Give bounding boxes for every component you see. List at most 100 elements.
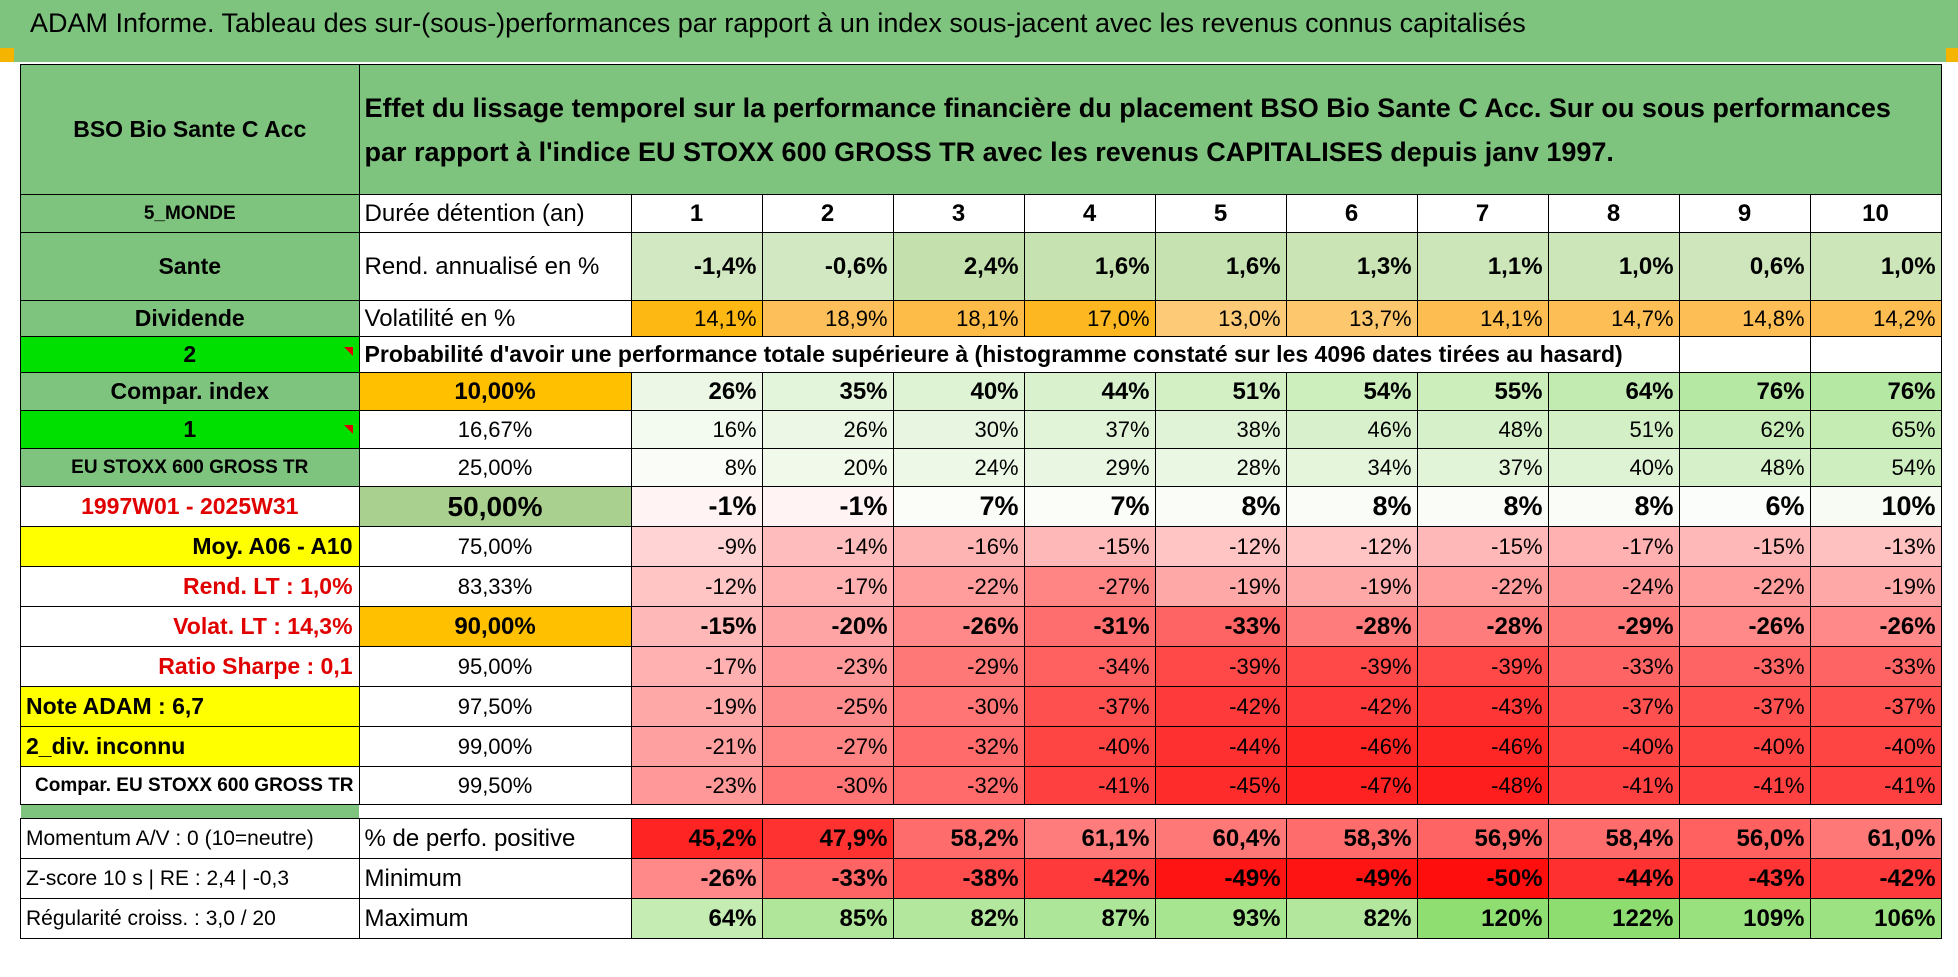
maximum-cell: 82%: [1285, 898, 1418, 939]
minimum-cell: -49%: [1285, 858, 1418, 899]
positive-cell: 58,3%: [1285, 818, 1418, 859]
momentum-label: Momentum A/V : 0 (10=neutre): [20, 818, 360, 859]
quantile-cell: -40%: [1678, 726, 1811, 767]
minimum-cell: -44%: [1547, 858, 1680, 899]
quantile-cell: -32%: [892, 726, 1025, 767]
maximum-cell: 109%: [1678, 898, 1811, 939]
quantile-cell: 54%: [1809, 448, 1942, 487]
quantile-cell: 38%: [1154, 410, 1287, 449]
quantile-cell: -12%: [1154, 526, 1287, 567]
quantile-cell: 20%: [761, 448, 894, 487]
quantile-cell: -47%: [1285, 766, 1418, 805]
vol-cell: 14,1%: [1416, 300, 1549, 337]
positive-cell: 56,0%: [1678, 818, 1811, 859]
quantile-cell: -32%: [892, 766, 1025, 805]
quantile-cell: -19%: [1285, 566, 1418, 607]
quantile-cell: -33%: [1678, 646, 1811, 687]
year-header: 10: [1809, 194, 1942, 233]
quantile-cell: 55%: [1416, 372, 1549, 411]
quantile-cell: -28%: [1285, 606, 1418, 647]
quantile-cell: -26%: [892, 606, 1025, 647]
quantile-cell: 8%: [1285, 486, 1418, 527]
positive-cell: 56,9%: [1416, 818, 1549, 859]
quantile-cell: -40%: [1023, 726, 1156, 767]
quantile-cell: -22%: [1678, 566, 1811, 607]
quantile-cell: -13%: [1809, 526, 1942, 567]
quantile-cell: -40%: [1809, 726, 1942, 767]
quantile-cell: 26%: [761, 410, 894, 449]
quantile-pct: 90,00%: [358, 606, 632, 647]
comment-marker: [344, 347, 353, 356]
corner-marker-right: [1946, 48, 1958, 62]
quantile-cell: -12%: [630, 566, 763, 607]
quantile-cell: -37%: [1547, 686, 1680, 727]
quantile-cell: 65%: [1809, 410, 1942, 449]
quantile-cell: 6%: [1678, 486, 1811, 527]
quantile-cell: 16%: [630, 410, 763, 449]
positive-label: % de perfo. positive: [358, 818, 632, 859]
zscore-label: Z-score 10 s | RE : 2,4 | -0,3: [20, 858, 360, 899]
quantile-cell: -41%: [1023, 766, 1156, 805]
quantile-cell: 28%: [1154, 448, 1287, 487]
title-bar: ADAM Informe. Tableau des sur-(sous-)per…: [0, 0, 1958, 48]
fund-name: BSO Bio Sante C Acc: [20, 64, 360, 195]
quantile-cell: -25%: [761, 686, 894, 727]
quantile-cell: -33%: [1809, 646, 1942, 687]
vol-cell: 13,7%: [1285, 300, 1418, 337]
positive-cell: 60,4%: [1154, 818, 1287, 859]
year-header: 5: [1154, 194, 1287, 233]
quantile-pct: 75,00%: [358, 526, 632, 567]
rend-label: Rend. annualisé en %: [358, 232, 632, 301]
corner-marker-left: [0, 48, 14, 62]
quantile-cell: 7%: [1023, 486, 1156, 527]
quantile-cell: -9%: [630, 526, 763, 567]
quantile-cell: 37%: [1416, 448, 1549, 487]
quantile-cell: -46%: [1285, 726, 1418, 767]
quantile-cell: -16%: [892, 526, 1025, 567]
rend-cell: 0,6%: [1678, 232, 1811, 301]
minimum-cell: -42%: [1809, 858, 1942, 899]
quantile-cell: -17%: [1547, 526, 1680, 567]
sector-label: Sante: [20, 232, 360, 301]
quantile-cell: -31%: [1023, 606, 1156, 647]
year-header: 6: [1285, 194, 1418, 233]
maximum-cell: 85%: [761, 898, 894, 939]
quantile-cell: 48%: [1678, 448, 1811, 487]
quantile-cell: 44%: [1023, 372, 1156, 411]
quantile-pct: 99,00%: [358, 726, 632, 767]
div-inconnu-label: 2_div. inconnu: [20, 726, 360, 767]
blank-cell: [1678, 336, 1811, 373]
index-name: EU STOXX 600 GROSS TR: [20, 448, 360, 487]
spacer-green: [20, 804, 360, 819]
rend-cell: 1,6%: [1023, 232, 1156, 301]
vol-cell: 14,1%: [630, 300, 763, 337]
vol-cell: 18,9%: [761, 300, 894, 337]
vol-cell: 17,0%: [1023, 300, 1156, 337]
minimum-cell: -33%: [761, 858, 894, 899]
positive-cell: 47,9%: [761, 818, 894, 859]
positive-cell: 61,0%: [1809, 818, 1942, 859]
quantile-cell: 48%: [1416, 410, 1549, 449]
minimum-cell: -49%: [1154, 858, 1287, 899]
title-underline: [14, 48, 1946, 62]
quantile-cell: -19%: [1809, 566, 1942, 607]
quantile-cell: -15%: [1023, 526, 1156, 567]
quantile-cell: -22%: [892, 566, 1025, 607]
quantile-cell: 24%: [892, 448, 1025, 487]
quantile-pct: 83,33%: [358, 566, 632, 607]
comment-marker: [344, 425, 353, 434]
quantile-cell: 51%: [1547, 410, 1680, 449]
maximum-cell: 93%: [1154, 898, 1287, 939]
quantile-pct: 10,00%: [358, 372, 632, 411]
minimum-cell: -43%: [1678, 858, 1811, 899]
quantile-cell: 37%: [1023, 410, 1156, 449]
quantile-pct: 99,50%: [358, 766, 632, 805]
quantile-cell: -42%: [1285, 686, 1418, 727]
quantile-cell: -39%: [1154, 646, 1287, 687]
moy-label: Moy. A06 - A10: [20, 526, 360, 567]
quantile-cell: -30%: [892, 686, 1025, 727]
quantile-cell: -19%: [630, 686, 763, 727]
period-label: 1997W01 - 2025W31: [20, 486, 360, 527]
quantile-cell: 26%: [630, 372, 763, 411]
dividend-value: 2: [20, 336, 360, 373]
